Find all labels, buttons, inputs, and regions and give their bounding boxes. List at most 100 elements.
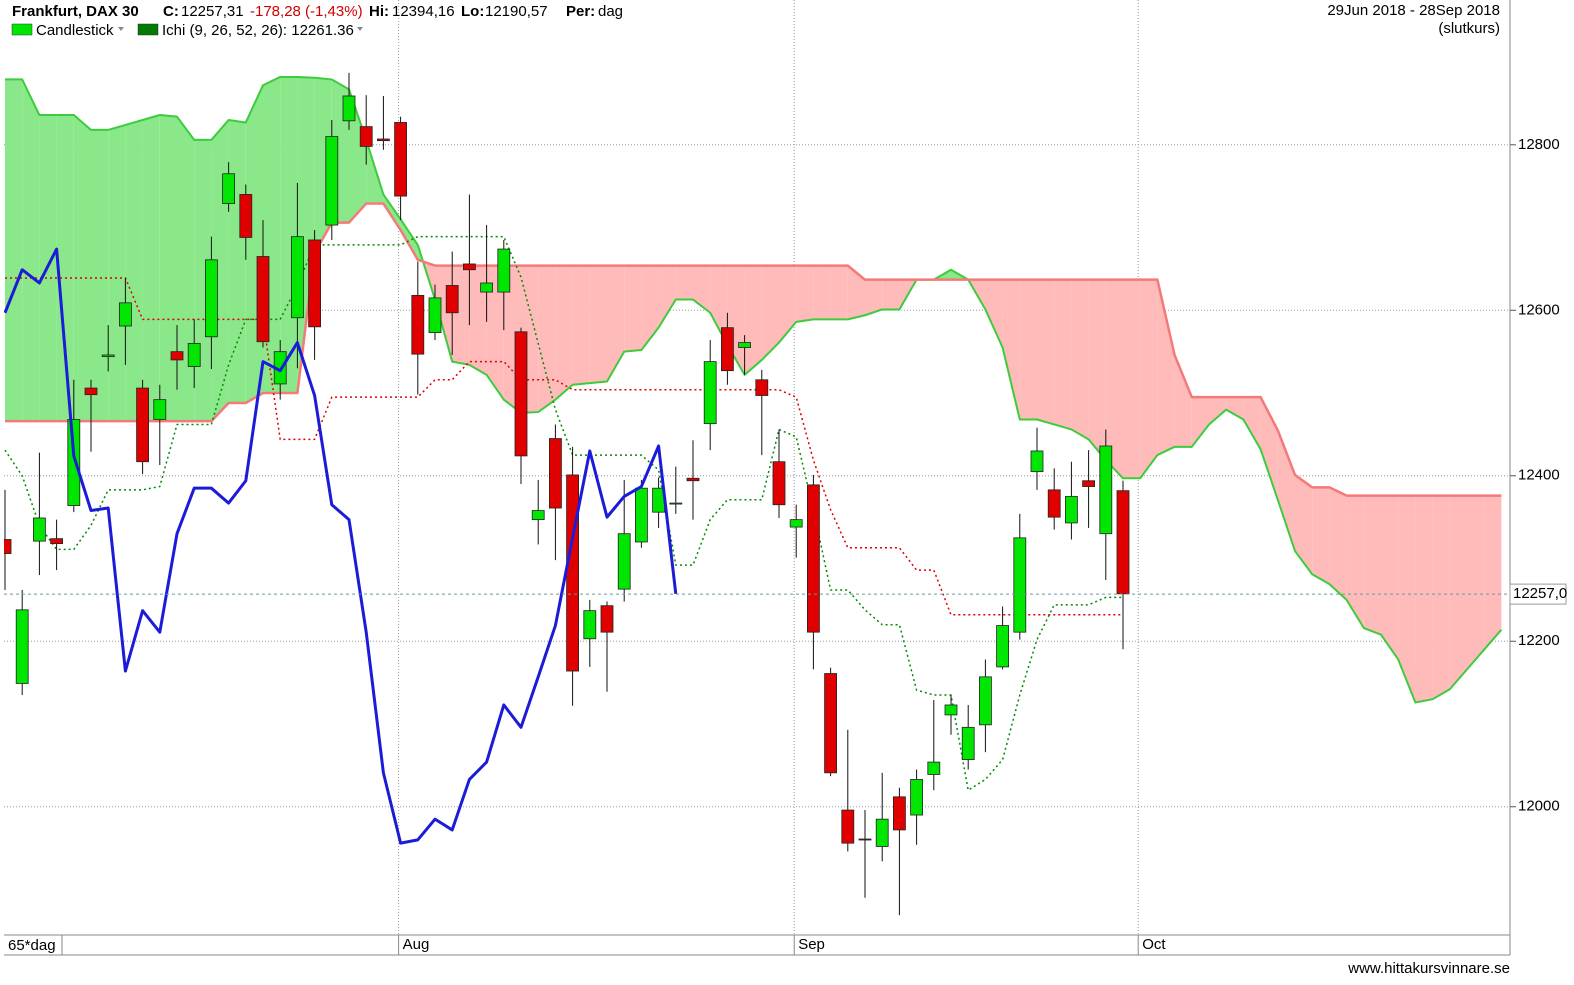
cloud-segment — [779, 265, 797, 343]
candle-body — [1082, 480, 1095, 487]
candle-body — [531, 510, 545, 521]
legend-dropdown[interactable] — [357, 27, 363, 31]
candle-body — [119, 302, 132, 327]
cloud-segment — [297, 76, 315, 394]
stat-value: dag — [598, 3, 623, 20]
cloud-segment — [985, 279, 1003, 348]
cloud-segment — [1105, 279, 1123, 479]
cloud-segment — [589, 265, 607, 384]
candle-body — [875, 818, 889, 847]
senkou-a-line — [5, 75, 1503, 704]
candle-body — [1013, 537, 1027, 633]
candle-body — [566, 474, 579, 672]
senkou-b-line — [5, 202, 1502, 497]
cloud-segment — [452, 265, 470, 365]
x-tick-label: Sep — [798, 936, 825, 953]
cloud-segment — [1002, 279, 1020, 420]
cloud-segment — [641, 265, 659, 351]
candle-body — [15, 609, 29, 684]
candle-body — [961, 726, 975, 760]
cloud-segment — [159, 115, 177, 422]
source: www.hittakursvinnare.se — [1347, 960, 1510, 977]
candle-body — [376, 138, 390, 142]
cloud-segment — [813, 265, 831, 320]
cloud-segment — [1088, 279, 1106, 461]
y-tick-label: 12600 — [1518, 301, 1560, 318]
stat-value: 12394,16 — [392, 3, 455, 20]
cloud-segment — [1432, 495, 1450, 700]
candle-body — [738, 342, 751, 348]
candle-body — [1116, 490, 1130, 595]
last-price-label: 12257,0 — [1513, 585, 1567, 602]
cloud-segment — [796, 265, 814, 322]
date-range: 29Jun 2018 - 28Sep 2018 — [1327, 2, 1500, 19]
legend-swatch — [11, 23, 33, 36]
candle-body — [893, 796, 906, 831]
candle-body — [858, 838, 872, 841]
y-tick-label: 12800 — [1518, 136, 1560, 153]
cloud-segment — [91, 129, 109, 422]
cloud-segment — [228, 119, 246, 403]
cloud-segment — [469, 265, 487, 375]
candle-body — [789, 519, 803, 528]
cloud-segment — [349, 89, 367, 223]
last-price-box — [1509, 583, 1567, 605]
cloud-segment — [1484, 495, 1502, 650]
candle-body — [514, 331, 528, 457]
candle-body — [927, 761, 941, 775]
cloud-segment — [1346, 495, 1364, 629]
cloud-segment — [865, 279, 883, 316]
cloud-segment — [1295, 474, 1313, 575]
cloud-segment — [624, 265, 642, 352]
candle-body — [1030, 450, 1044, 473]
plot-area — [4, 0, 1510, 935]
cloud-segment — [142, 115, 160, 422]
candle-body — [703, 361, 717, 425]
cloud-segment — [73, 115, 91, 422]
cloud-segment — [5, 79, 23, 422]
x-tick-label: Aug — [403, 936, 430, 953]
stat-value: 12190,57 — [485, 3, 548, 20]
candle-body — [50, 538, 63, 545]
x-tick-label: Oct — [1142, 936, 1166, 953]
candle-body — [497, 248, 511, 293]
candle-body — [462, 263, 476, 271]
candle-body — [239, 194, 253, 238]
y-tick-label: 12000 — [1518, 798, 1560, 815]
cloud-segment — [607, 265, 625, 382]
legend-dropdown[interactable] — [118, 27, 124, 31]
candle-body — [394, 122, 408, 197]
cloud-segment — [1312, 487, 1330, 585]
cloud-segment — [830, 265, 848, 320]
legend-swatch — [137, 23, 159, 36]
candle-body — [910, 779, 923, 816]
candle-body — [979, 676, 992, 726]
legend-label[interactable]: Ichi (9, 26, 52, 26): 12261.36 — [162, 22, 354, 39]
cloud-segment — [1174, 354, 1192, 447]
candle-body — [170, 351, 184, 361]
legend-label[interactable]: Candlestick — [36, 22, 114, 39]
cloud-segment — [710, 265, 728, 346]
candle-body — [807, 484, 820, 633]
candle-body — [824, 673, 837, 774]
cloud-segment — [1140, 279, 1158, 479]
candle-body — [583, 610, 597, 640]
cloud-segment — [1019, 279, 1037, 420]
candle-body — [256, 256, 270, 343]
candle-body — [84, 387, 98, 396]
candle-body — [153, 399, 167, 420]
cloud-segment — [1449, 495, 1467, 690]
candle-body — [669, 502, 683, 505]
cloud-segment — [1191, 397, 1209, 447]
candle-body — [600, 605, 614, 633]
cloud-segment — [1398, 495, 1416, 703]
candle-body — [33, 517, 46, 542]
cloud-segment — [1226, 397, 1244, 420]
candle-body — [772, 461, 786, 506]
stat-label: C: — [163, 3, 179, 20]
candle-body — [290, 236, 304, 319]
cloud-segment — [56, 115, 74, 422]
stat-value: 12257,31 — [181, 3, 244, 20]
candle-body — [342, 95, 356, 122]
